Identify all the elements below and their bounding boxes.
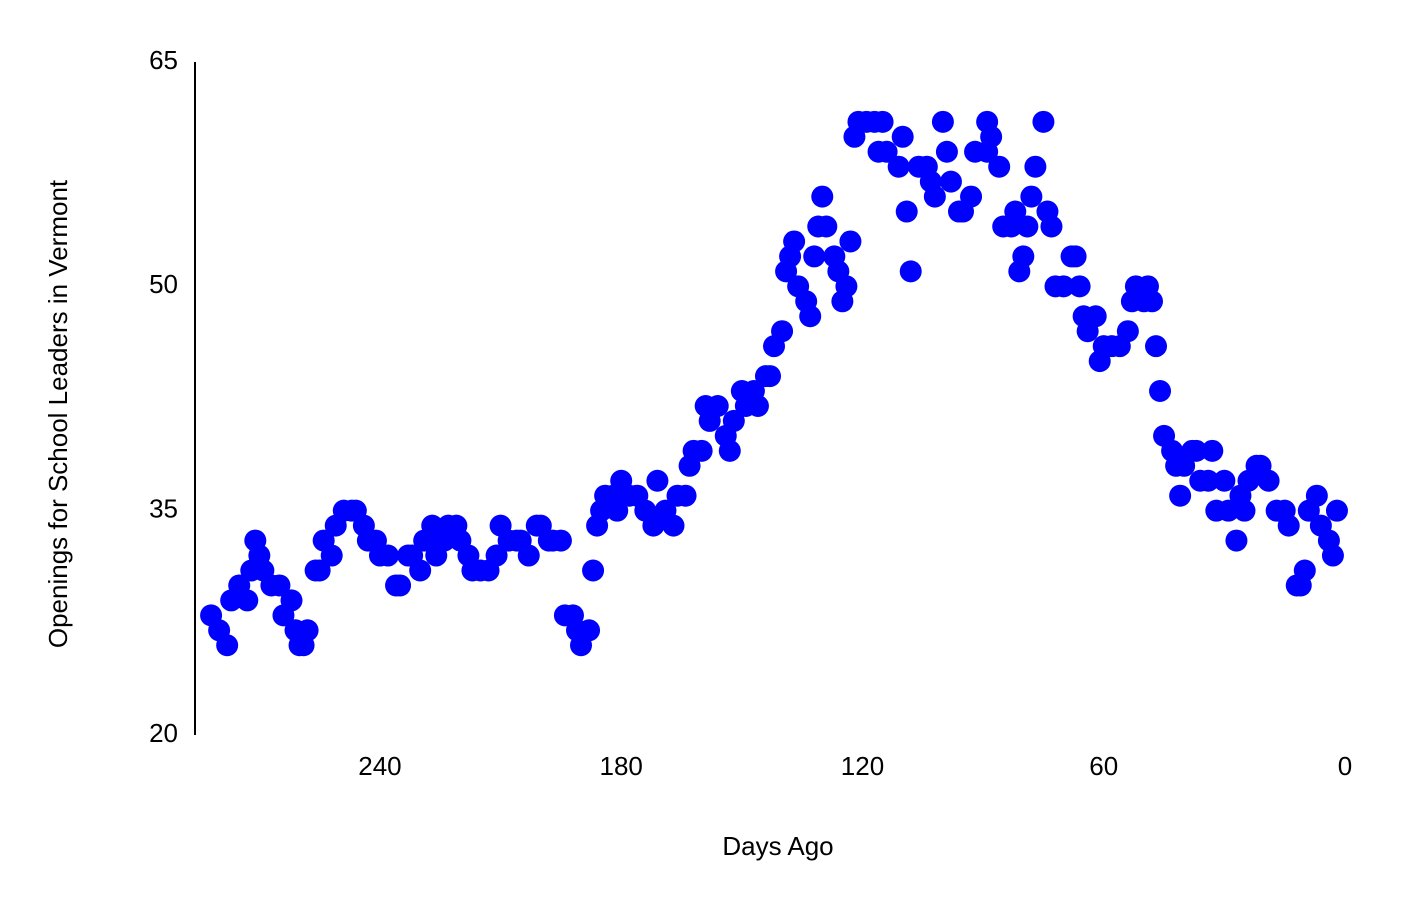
- point: [1116, 320, 1139, 343]
- point: [1217, 499, 1240, 522]
- point: [280, 589, 303, 612]
- point: [1185, 439, 1208, 462]
- y-axis-title: Openings for School Leaders in Vermont: [43, 179, 73, 648]
- point: [899, 260, 922, 283]
- point: [895, 200, 918, 223]
- y-tick-label: 20: [149, 718, 178, 748]
- point: [1024, 155, 1047, 178]
- point: [815, 215, 838, 238]
- point: [1257, 469, 1280, 492]
- point: [839, 230, 862, 253]
- point: [389, 574, 412, 597]
- point: [759, 365, 781, 388]
- point: [1084, 305, 1107, 328]
- point: [1040, 215, 1063, 238]
- point: [485, 544, 508, 567]
- x-axis-title: Days Ago: [722, 831, 833, 861]
- point: [980, 125, 1003, 148]
- point: [642, 514, 665, 537]
- point: [578, 619, 601, 642]
- point: [1064, 245, 1087, 268]
- point: [960, 185, 983, 208]
- point: [308, 559, 331, 582]
- point: [606, 499, 629, 522]
- point: [1201, 439, 1224, 462]
- point: [706, 394, 729, 417]
- point: [1149, 380, 1172, 403]
- y-tick-label: 35: [149, 494, 178, 524]
- point: [646, 469, 669, 492]
- point: [722, 409, 745, 432]
- point: [875, 140, 898, 163]
- point: [1140, 290, 1163, 313]
- point: [517, 544, 540, 567]
- x-tick-label: 180: [600, 751, 643, 781]
- point: [811, 185, 834, 208]
- point: [690, 439, 713, 462]
- point: [939, 170, 962, 193]
- point: [1325, 499, 1348, 522]
- point: [320, 544, 343, 567]
- point: [891, 125, 914, 148]
- point: [1004, 200, 1027, 223]
- point: [835, 275, 858, 298]
- point: [421, 514, 444, 537]
- y-tick-label: 50: [149, 269, 178, 299]
- point: [1225, 529, 1248, 552]
- point: [799, 305, 822, 328]
- point: [988, 155, 1011, 178]
- point: [549, 529, 572, 552]
- point: [1293, 559, 1316, 582]
- point: [1233, 499, 1256, 522]
- point: [582, 559, 605, 582]
- point: [1197, 469, 1220, 492]
- point: [409, 559, 432, 582]
- point: [1032, 110, 1055, 133]
- x-tick-label: 120: [841, 751, 884, 781]
- point: [1020, 185, 1043, 208]
- x-tick-label: 0: [1338, 751, 1352, 781]
- x-tick-label: 240: [358, 751, 401, 781]
- y-tick-label: 65: [149, 45, 178, 75]
- point: [1305, 484, 1328, 507]
- point: [1321, 544, 1344, 567]
- point: [1213, 469, 1236, 492]
- point: [1052, 275, 1075, 298]
- x-tick-label: 60: [1089, 751, 1118, 781]
- point: [216, 634, 239, 657]
- point: [783, 230, 806, 253]
- point: [1012, 245, 1035, 268]
- point: [1145, 335, 1168, 358]
- point: [1277, 514, 1300, 537]
- point: [771, 320, 794, 343]
- point: [935, 140, 958, 163]
- point: [718, 439, 741, 462]
- point: [931, 110, 954, 133]
- point: [923, 185, 946, 208]
- point: [1016, 215, 1039, 238]
- point: [1169, 484, 1192, 507]
- point: [296, 619, 319, 642]
- point: [662, 514, 685, 537]
- point: [377, 544, 400, 567]
- point: [803, 245, 826, 268]
- point: [887, 155, 910, 178]
- point: [871, 110, 894, 133]
- point: [674, 484, 697, 507]
- point: [1068, 275, 1091, 298]
- point: [746, 394, 769, 417]
- point: [236, 589, 259, 612]
- point: [268, 574, 291, 597]
